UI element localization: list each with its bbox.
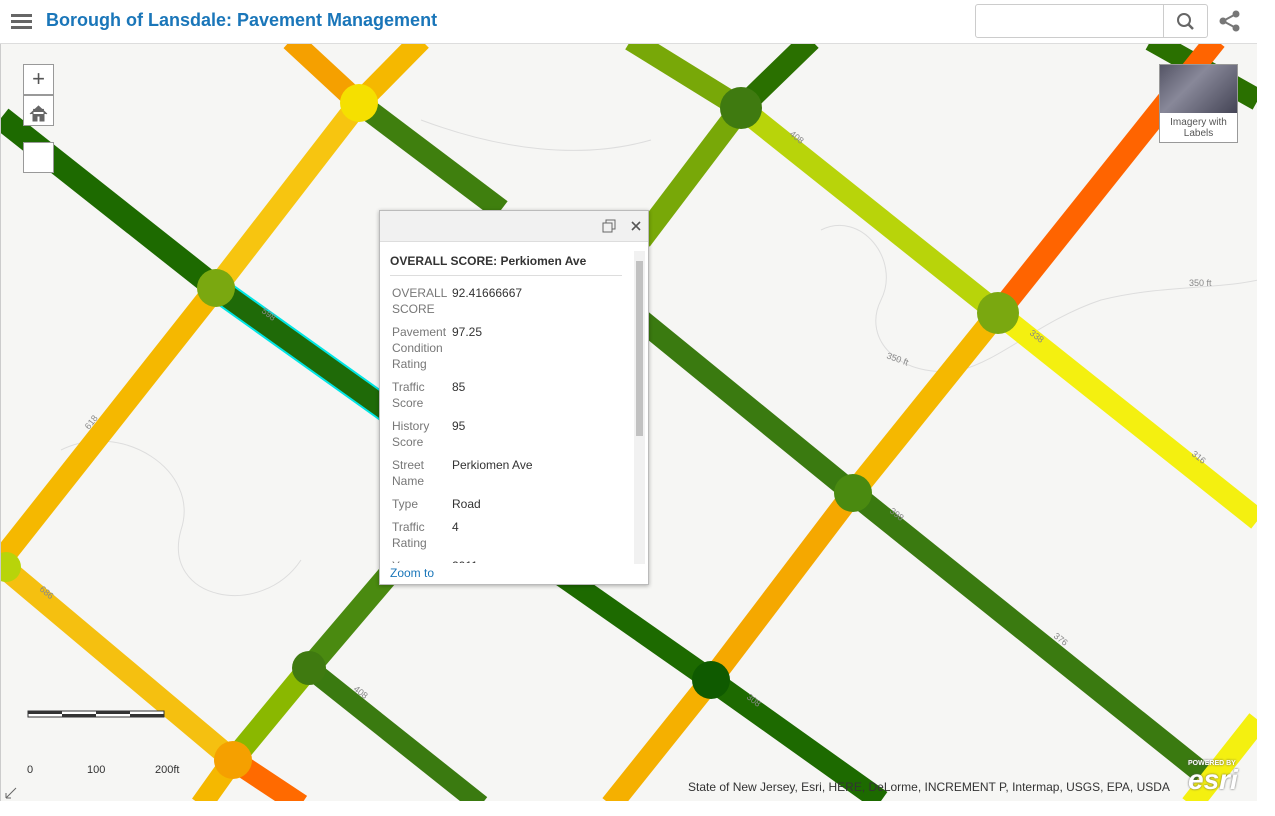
popup-field: Type Road xyxy=(390,494,535,517)
road-segments xyxy=(1,44,1257,801)
menu-button[interactable] xyxy=(11,12,33,32)
map-label: 350 ft xyxy=(1189,278,1212,288)
logo-caption: POWERED BY xyxy=(1188,760,1236,767)
field-label: Street Name xyxy=(392,458,425,488)
field-label: History Score xyxy=(392,419,430,449)
popup: OVERALL SCORE: Perkiomen Ave OVERALL SCO… xyxy=(379,210,649,585)
resize-handle[interactable] xyxy=(4,786,18,800)
scrollbar[interactable] xyxy=(634,251,645,564)
popup-field: Traffic Rating 4 xyxy=(390,517,535,556)
field-value: 92.41666667 xyxy=(452,286,523,300)
home-button[interactable] xyxy=(23,105,54,173)
popup-field: Year2011 xyxy=(390,556,535,563)
popup-title: OVERALL SCORE: Perkiomen Ave xyxy=(390,254,587,268)
close-button[interactable] xyxy=(630,220,642,232)
map[interactable]: 350 ft 350 ft 408 398 376 316 338 618 68… xyxy=(0,44,1257,801)
attribution: State of New Jersey, Esri, HERE, DeLorme… xyxy=(688,780,1170,794)
search-button[interactable] xyxy=(1163,5,1207,37)
field-value: Road xyxy=(452,497,481,511)
map-label: 350 ft xyxy=(885,350,910,367)
maximize-button[interactable] xyxy=(602,219,616,233)
scale-label: 100 xyxy=(87,764,106,776)
popup-field: Traffic Score 85 xyxy=(390,377,535,416)
field-value: 2011 xyxy=(450,556,535,563)
scale-label: 200ft xyxy=(155,764,180,776)
popup-field: Pavement Condition Rating 97.25 xyxy=(390,322,535,377)
scale-label: 0 xyxy=(27,764,34,776)
logo-brand: esri xyxy=(1188,764,1238,795)
search-box[interactable] xyxy=(975,4,1208,38)
field-value: 4 xyxy=(452,520,459,534)
field-label: Year xyxy=(390,556,450,563)
popup-field: History Score 95 xyxy=(390,416,535,455)
field-value: 95 xyxy=(452,419,466,433)
intersections xyxy=(1,84,1019,779)
popup-field: Street Name Perkiomen Ave xyxy=(390,455,535,494)
field-value: 97.25 xyxy=(452,325,483,339)
contours xyxy=(60,119,1257,596)
app-title: Borough of Lansdale: Pavement Management xyxy=(46,10,438,30)
map-layer: 350 ft 350 ft 408 398 376 316 338 618 68… xyxy=(1,44,1257,801)
field-label: Traffic Rating xyxy=(392,520,427,550)
field-label: Pavement Condition Rating xyxy=(392,325,447,371)
basemap-thumbnail xyxy=(1160,65,1237,113)
popup-field: OVERALL SCORE 92.41666667 xyxy=(390,283,535,322)
field-label: Traffic Score xyxy=(392,380,425,410)
zoom-to-link[interactable]: Zoom to xyxy=(390,566,435,580)
zoom-in-button[interactable]: + xyxy=(23,64,54,95)
esri-logo[interactable]: POWERED BY esri xyxy=(1188,760,1238,795)
basemap-toggle[interactable]: Imagery with Labels xyxy=(1159,64,1238,143)
popup-toolbar xyxy=(380,211,648,242)
field-value: Perkiomen Ave xyxy=(452,458,533,472)
header: Borough of Lansdale: Pavement Management xyxy=(0,0,1257,44)
share-button[interactable] xyxy=(1218,9,1242,33)
field-value: 85 xyxy=(452,380,466,394)
field-label: OVERALL SCORE xyxy=(392,286,447,316)
basemap-label: Imagery with Labels xyxy=(1170,117,1227,139)
popup-content: OVERALL SCORE 92.41666667 Pavement Conditi… xyxy=(390,283,626,563)
field-label: Type xyxy=(392,497,419,511)
